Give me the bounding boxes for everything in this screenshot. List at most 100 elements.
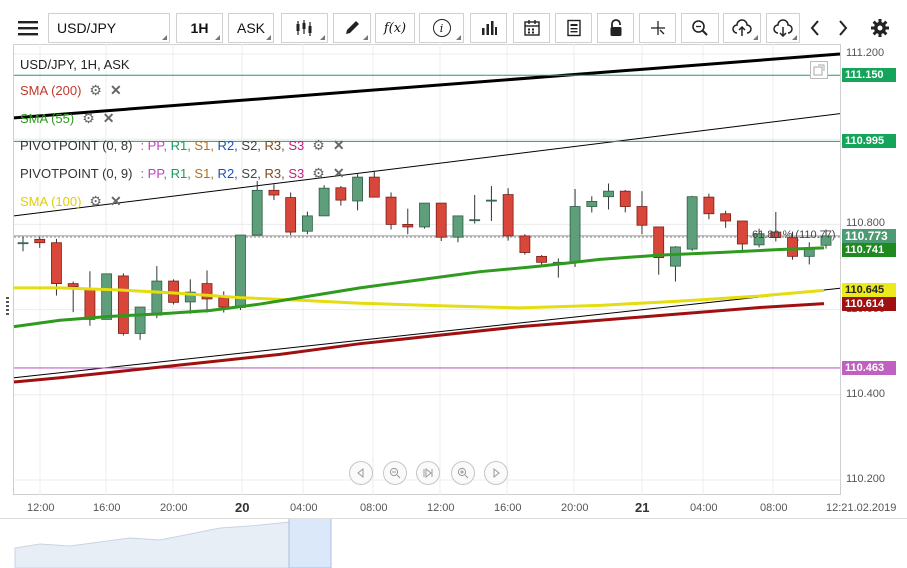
upload-button[interactable] (723, 13, 761, 43)
y-axis-tick-label: 110.800 (846, 217, 885, 230)
dropdown-caret-icon (266, 35, 271, 40)
lock-icon (610, 19, 621, 36)
price-level-tag: 110.614 (842, 296, 896, 311)
lock-button[interactable] (597, 13, 634, 43)
fib-level-label: 61.80 % (110.77) (752, 229, 836, 241)
hamburger-icon (18, 21, 38, 36)
x-axis-tick-label: 12:00 (427, 502, 455, 514)
pivot-level-label: S2, (237, 138, 261, 153)
indicator-label[interactable]: PIVOTPOINT (0, 9) (20, 166, 133, 181)
cloud-download-icon (773, 19, 793, 37)
dropdown-caret-icon (456, 35, 461, 40)
indicator-label[interactable]: SMA (55) (20, 111, 75, 126)
dropdown-caret-icon (320, 35, 325, 40)
indicator-legend-row: PIVOTPOINT (0, 9) : PP, R1, S1, R2, S2, R… (20, 165, 345, 182)
calendar-button[interactable] (513, 13, 550, 43)
nav-forward-button[interactable] (484, 461, 508, 485)
indicator-remove-icon[interactable]: ✕ (332, 165, 345, 181)
price-level-tag: 110.995 (842, 134, 896, 149)
indicator-remove-icon[interactable]: ✕ (102, 110, 115, 126)
settings-button[interactable] (866, 13, 894, 43)
x-axis-tick-label: 20 (235, 500, 250, 515)
pivot-level-label: R1, (166, 138, 191, 153)
pivot-level-label: S3 (284, 138, 305, 153)
zoom-in-icon (457, 467, 469, 479)
chevron-left-icon (810, 20, 819, 36)
info-icon: i (432, 19, 451, 37)
dropdown-caret-icon (215, 35, 220, 40)
indicator-remove-icon[interactable]: ✕ (109, 82, 122, 98)
pivot-level-label: R1, (166, 166, 191, 181)
x-axis-tick-label: 08:00 (760, 502, 788, 514)
scroll-back-button[interactable] (803, 13, 827, 43)
y-axis-tick-label: 111.200 (846, 47, 885, 59)
pivot-level-label: R3, (260, 166, 285, 181)
draw-tool-button[interactable] (333, 13, 371, 43)
indicator-label[interactable]: SMA (100) (20, 194, 82, 209)
pivot-levels-list: : PP, R1, S1, R2, S2, R3, S3 (140, 166, 304, 181)
x-axis-tick-label: 20:00 (561, 502, 589, 514)
dropdown-caret-icon (753, 35, 758, 40)
indicator-settings-icon[interactable]: ⚙ (89, 193, 102, 209)
indicator-settings-icon[interactable]: ⚙ (89, 82, 102, 98)
indicator-label[interactable]: SMA (200) (20, 83, 82, 98)
y-axis-tick-label: 110.200 (846, 473, 885, 485)
zoom-icon (692, 20, 708, 36)
indicator-remove-icon[interactable]: ✕ (332, 137, 345, 153)
symbol-label: USD/JPY (57, 20, 117, 36)
x-axis-end-label: 12:21.02.2019 (826, 502, 897, 514)
indicator-settings-icon[interactable]: ⚙ (312, 137, 325, 153)
chart-area[interactable] (13, 44, 841, 495)
price-side-select[interactable]: ASK (228, 13, 274, 43)
indicator-legend-row: SMA (200) ⚙ ✕ (20, 82, 122, 99)
indicator-legend-row: SMA (55) ⚙ ✕ (20, 110, 114, 127)
expand-icon (813, 64, 825, 76)
x-axis-tick-label: 16:00 (93, 502, 121, 514)
x-axis-tick-label: 08:00 (360, 502, 388, 514)
download-button[interactable] (766, 13, 800, 43)
formula-label: f(x) (383, 20, 407, 36)
navigator-window[interactable] (288, 518, 332, 568)
gear-icon (871, 19, 889, 37)
timeframe-select[interactable]: 1H (176, 13, 223, 43)
crosshair-icon (650, 21, 665, 35)
nav-zoom-in-button[interactable] (451, 461, 475, 485)
nav-reset-button[interactable] (416, 461, 440, 485)
bar-chart-icon (481, 21, 497, 35)
volume-button[interactable] (470, 13, 507, 43)
navigator-history-area (14, 521, 331, 568)
pivot-level-label: R2, (213, 166, 238, 181)
indicators-button[interactable]: f(x) (375, 13, 415, 43)
timeframe-label: 1H (190, 20, 209, 36)
x-axis-tick-label: 12:00 (27, 502, 55, 514)
crosshair-button[interactable] (639, 13, 676, 43)
expand-button[interactable] (810, 61, 828, 79)
indicator-remove-icon[interactable]: ✕ (109, 193, 122, 209)
zoom-out-icon (389, 467, 401, 479)
panel-resize-handle[interactable] (6, 297, 9, 315)
menu-button[interactable] (12, 13, 44, 43)
zoom-button[interactable] (681, 13, 719, 43)
indicator-label[interactable]: PIVOTPOINT (0, 8) (20, 138, 133, 153)
chart-title: USD/JPY, 1H, ASK (20, 57, 130, 72)
price-level-tag: 111.150 (842, 68, 896, 83)
indicator-settings-icon[interactable]: ⚙ (82, 110, 95, 126)
navigator-overview[interactable] (0, 518, 907, 568)
candlestick-icon (296, 20, 311, 36)
nav-zoom-out-button[interactable] (383, 461, 407, 485)
pivot-level-label: : PP, (140, 166, 167, 181)
price-level-tag: 110.645 (842, 283, 896, 298)
pivot-level-label: S1, (190, 166, 214, 181)
indicator-settings-icon[interactable]: ⚙ (312, 165, 325, 181)
scroll-forward-button[interactable] (831, 13, 855, 43)
notes-button[interactable] (555, 13, 592, 43)
chart-type-button[interactable] (281, 13, 328, 43)
symbol-select[interactable]: USD/JPY (48, 13, 170, 43)
nav-back-button[interactable] (349, 461, 373, 485)
reset-view-icon (423, 467, 433, 479)
dropdown-caret-icon (363, 35, 368, 40)
x-axis-tick-label: 04:00 (290, 502, 318, 514)
chevron-right-icon (839, 20, 848, 36)
info-button[interactable]: i (419, 13, 464, 43)
pivot-level-label: R2, (213, 138, 238, 153)
